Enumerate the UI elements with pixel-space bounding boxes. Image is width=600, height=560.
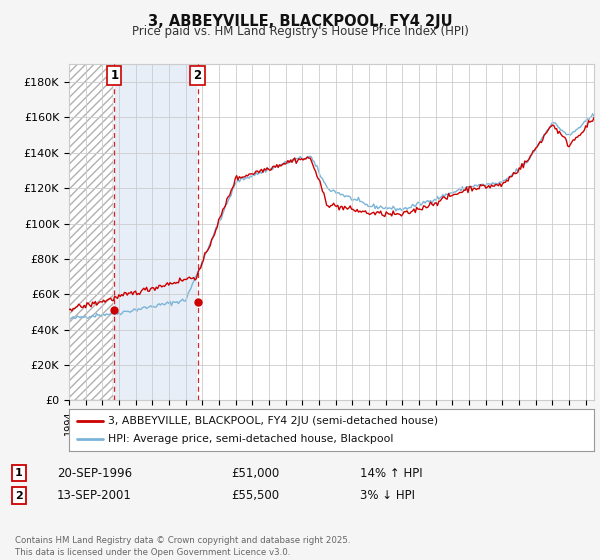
Text: 14% ↑ HPI: 14% ↑ HPI (360, 466, 422, 480)
Text: £51,000: £51,000 (231, 466, 279, 480)
Text: 1: 1 (15, 468, 23, 478)
Text: 3, ABBEYVILLE, BLACKPOOL, FY4 2JU (semi-detached house): 3, ABBEYVILLE, BLACKPOOL, FY4 2JU (semi-… (109, 416, 439, 426)
Text: HPI: Average price, semi-detached house, Blackpool: HPI: Average price, semi-detached house,… (109, 434, 394, 444)
Text: 20-SEP-1996: 20-SEP-1996 (57, 466, 132, 480)
Text: 2: 2 (15, 491, 23, 501)
Text: 2: 2 (193, 69, 202, 82)
Text: 3% ↓ HPI: 3% ↓ HPI (360, 489, 415, 502)
Text: 13-SEP-2001: 13-SEP-2001 (57, 489, 132, 502)
Text: £55,500: £55,500 (231, 489, 279, 502)
Text: 1: 1 (110, 69, 118, 82)
Text: 3, ABBEYVILLE, BLACKPOOL, FY4 2JU: 3, ABBEYVILLE, BLACKPOOL, FY4 2JU (148, 14, 452, 29)
Text: Contains HM Land Registry data © Crown copyright and database right 2025.
This d: Contains HM Land Registry data © Crown c… (15, 536, 350, 557)
Text: Price paid vs. HM Land Registry's House Price Index (HPI): Price paid vs. HM Land Registry's House … (131, 25, 469, 38)
